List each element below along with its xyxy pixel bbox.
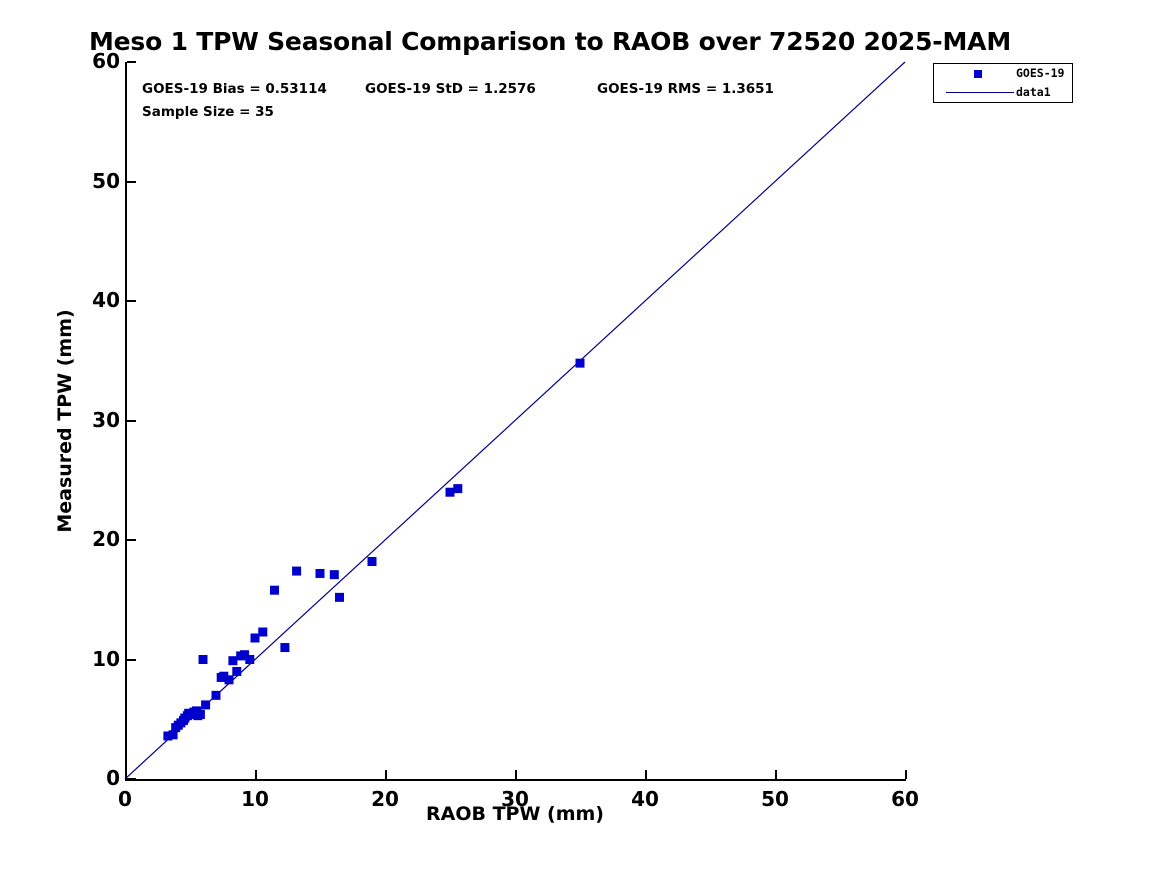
x-tick-label: 40 [631, 787, 659, 811]
stat-bias-label: GOES-19 Bias = 0.53114 [142, 81, 327, 97]
x-tick-label: 50 [761, 787, 789, 811]
scatter-point [228, 656, 238, 666]
scatter-point [258, 627, 268, 637]
scatter-point [250, 633, 260, 643]
scatter-point [195, 709, 205, 719]
scatter-point [245, 655, 255, 664]
plot-area [124, 61, 906, 780]
x-axis-line [125, 779, 906, 781]
line-marker-icon [946, 92, 1014, 93]
x-tick [125, 770, 127, 779]
scatter-point [445, 487, 455, 497]
scatter-point [224, 675, 234, 685]
scatter-point [335, 592, 344, 602]
x-tick [515, 770, 517, 779]
y-tick-label: 20 [92, 527, 120, 551]
legend-line-symbol-wrap [940, 83, 1014, 102]
scatter-point [168, 730, 178, 740]
x-tick-label: 0 [118, 787, 132, 811]
legend-item-data1[interactable]: data1 [934, 83, 1074, 102]
scatter-point [329, 570, 339, 580]
scatter-point [232, 666, 242, 676]
scatter-point [453, 484, 463, 494]
stat-sample-size-label: Sample Size = 35 [142, 104, 274, 120]
y-tick [127, 778, 136, 780]
y-tick [127, 419, 136, 422]
scatter-point [270, 585, 279, 595]
x-tick-label: 20 [371, 787, 399, 811]
y-tick-label: 10 [92, 646, 120, 671]
page-title: Meso 1 TPW Seasonal Comparison to RAOB o… [88, 27, 1011, 56]
stat-std-label: GOES-19 StD = 1.2576 [365, 81, 536, 97]
legend-label-goes19: GOES-19 [1016, 66, 1065, 80]
y-tick-label: 60 [92, 49, 120, 73]
plot-canvas [124, 61, 906, 780]
scatter-point [211, 690, 221, 700]
scatter-point [292, 566, 302, 576]
legend-marker-symbol-wrap [940, 64, 1014, 83]
stat-rms-label: GOES-19 RMS = 1.3651 [597, 81, 774, 97]
y-tick [127, 180, 136, 183]
x-tick-label: 10 [241, 787, 269, 811]
x-tick-label: 30 [501, 787, 529, 811]
scatter-markers [163, 358, 585, 741]
identity-line [124, 61, 906, 780]
scatter-point [219, 671, 229, 681]
x-axis-title: RAOB TPW (mm) [425, 803, 604, 825]
scatter-point [201, 700, 211, 710]
y-tick-label: 30 [92, 407, 120, 432]
x-tick [775, 770, 777, 779]
x-tick [645, 770, 647, 779]
scatter-point [240, 650, 250, 660]
square-marker-icon [974, 70, 982, 78]
legend[interactable]: GOES-19 data1 [933, 63, 1073, 103]
identity-line-path [124, 61, 906, 780]
x-tick [905, 770, 907, 779]
y-tick-label: 50 [92, 168, 120, 193]
scatter-point [198, 655, 208, 664]
scatter-point [315, 568, 325, 578]
scatter-point [280, 643, 290, 653]
y-axis-title: Measured TPW (mm) [54, 309, 76, 533]
y-tick [127, 61, 136, 63]
y-tick [127, 539, 136, 541]
x-tick [385, 770, 387, 779]
y-tick-label: 0 [106, 766, 120, 790]
y-tick [127, 300, 136, 302]
scatter-point [575, 358, 585, 368]
scatter-point [163, 731, 173, 741]
x-tick-label: 60 [891, 787, 919, 811]
x-tick [255, 770, 257, 779]
scatter-point [367, 557, 377, 567]
y-axis-line [125, 62, 127, 781]
legend-label-data1: data1 [1016, 85, 1051, 99]
y-tick-label: 40 [92, 288, 120, 312]
legend-item-goes19[interactable]: GOES-19 [934, 64, 1074, 83]
y-tick [127, 658, 136, 661]
